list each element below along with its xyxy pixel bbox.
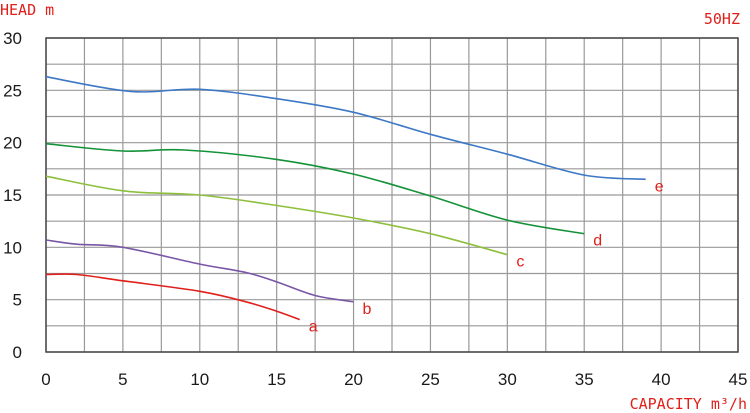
plot-frame xyxy=(45,37,739,353)
series-line-c xyxy=(45,175,508,256)
y-tick-label: 10 xyxy=(3,238,22,257)
series-line-d xyxy=(45,142,585,235)
series-label-a: a xyxy=(309,319,318,336)
x-tick-label: 35 xyxy=(575,370,594,389)
x-tick-label: 30 xyxy=(498,370,517,389)
y-axis-title: HEAD m xyxy=(0,1,54,19)
frequency-label: 50HZ xyxy=(704,10,740,28)
series-label-d: d xyxy=(593,233,602,250)
y-tick-label: 20 xyxy=(3,134,22,153)
y-tick-label: 5 xyxy=(13,291,22,310)
x-tick-label: 20 xyxy=(344,370,363,389)
grid xyxy=(45,37,739,353)
series-line-e xyxy=(45,75,646,181)
y-tick-label: 0 xyxy=(13,343,22,362)
series-label-b: b xyxy=(363,301,372,318)
x-tick-label: 40 xyxy=(652,370,671,389)
x-axis-title: CAPACITY m³/h xyxy=(630,395,747,413)
x-tick-label: 15 xyxy=(267,370,286,389)
x-tick-label: 25 xyxy=(421,370,440,389)
series-label-e: e xyxy=(655,178,664,195)
series-lines: a b c d e xyxy=(45,75,664,336)
x-tick-label: 5 xyxy=(118,370,127,389)
axes xyxy=(45,37,739,353)
series-label-c: c xyxy=(516,254,524,271)
y-tick-label: 30 xyxy=(3,29,22,48)
tick-labels: 0 5 10 15 20 25 30 35 40 45 0 5 10 15 20 25 30 xyxy=(3,29,747,389)
series-line-a xyxy=(45,273,300,321)
x-tick-label: 10 xyxy=(190,370,209,389)
series-line-b xyxy=(45,239,354,303)
y-tick-label: 15 xyxy=(3,186,22,205)
x-tick-label: 0 xyxy=(41,370,50,389)
y-tick-label: 25 xyxy=(3,81,22,100)
x-tick-label: 45 xyxy=(729,370,748,389)
